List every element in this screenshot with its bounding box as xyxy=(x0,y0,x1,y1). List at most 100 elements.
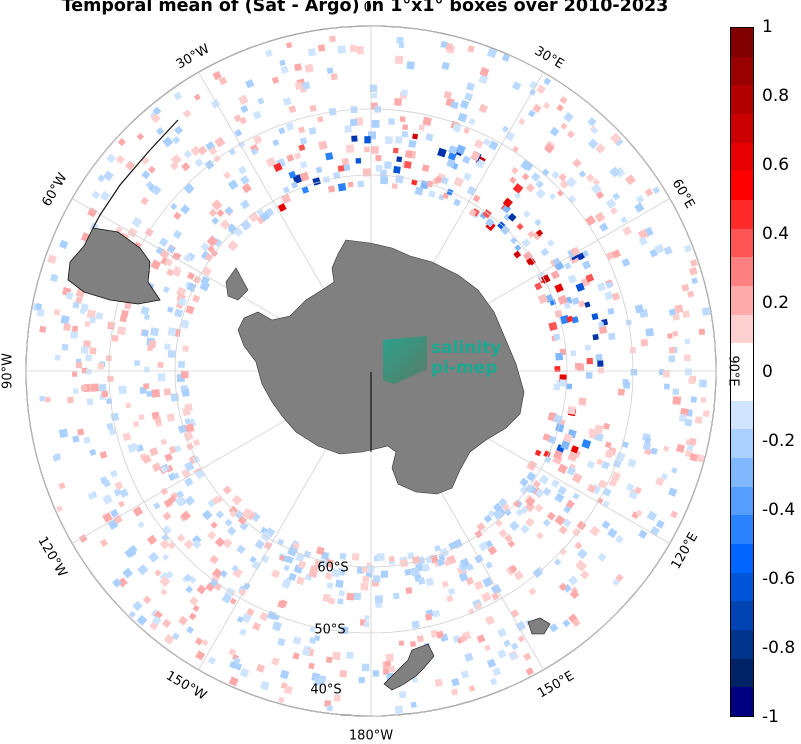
colorbar-segment xyxy=(731,257,753,287)
anomaly-box xyxy=(542,102,551,110)
anomaly-box xyxy=(278,127,286,135)
anomaly-box xyxy=(171,252,180,261)
anomaly-box xyxy=(497,649,507,659)
anomaly-box xyxy=(634,304,644,314)
anomaly-box xyxy=(215,510,225,519)
anomaly-box xyxy=(271,76,280,84)
anomaly-box xyxy=(65,291,74,300)
anomaly-box xyxy=(597,360,604,367)
anomaly-box xyxy=(72,388,79,394)
anomaly-box xyxy=(472,194,481,203)
anomaly-box xyxy=(646,510,658,522)
latitude-label-lat-40s: 40°S xyxy=(310,682,342,698)
anomaly-box xyxy=(569,589,580,600)
anomaly-box xyxy=(267,610,277,621)
anomaly-box xyxy=(627,458,637,468)
anomaly-box xyxy=(349,118,358,127)
anomaly-box xyxy=(650,447,658,455)
anomaly-box xyxy=(396,156,403,163)
anomaly-box xyxy=(326,582,334,589)
anomaly-box xyxy=(595,190,605,200)
anomaly-box xyxy=(488,140,499,151)
anomaly-box xyxy=(576,520,587,531)
anomaly-box xyxy=(548,435,557,445)
anomaly-box xyxy=(655,519,665,529)
colorbar-tick-label: 0.2 xyxy=(762,293,790,313)
anomaly-box xyxy=(384,136,393,145)
antarctica-landmass xyxy=(237,239,525,495)
anomaly-box xyxy=(555,423,565,433)
anomaly-box xyxy=(164,258,174,267)
anomaly-box xyxy=(566,383,573,390)
anomaly-box xyxy=(607,307,615,315)
anomaly-box xyxy=(584,301,591,308)
anomaly-box xyxy=(667,487,678,497)
anomaly-box xyxy=(304,63,314,73)
anomaly-box xyxy=(172,136,181,145)
anomaly-box xyxy=(406,61,415,70)
anomaly-box xyxy=(384,161,392,169)
anomaly-box xyxy=(586,460,596,469)
anomaly-box xyxy=(236,615,244,623)
anomaly-box xyxy=(502,197,513,208)
anomaly-box xyxy=(601,460,610,470)
anomaly-box xyxy=(44,396,51,403)
anomaly-box xyxy=(183,253,192,263)
anomaly-box xyxy=(532,103,542,114)
anomaly-box xyxy=(222,485,232,495)
anomaly-box xyxy=(317,44,326,52)
anomaly-box xyxy=(194,637,203,646)
anomaly-box xyxy=(412,133,419,140)
anomaly-box xyxy=(346,592,355,601)
anomaly-box xyxy=(603,422,610,430)
anomaly-box xyxy=(479,67,490,77)
anomaly-box xyxy=(622,226,632,236)
anomaly-box xyxy=(638,529,648,539)
anomaly-box xyxy=(167,350,176,358)
anomaly-box xyxy=(318,140,328,150)
anomaly-box xyxy=(521,173,530,181)
anomaly-box xyxy=(447,587,456,596)
anomaly-box xyxy=(554,514,566,526)
anomaly-box xyxy=(411,620,420,629)
anomaly-box xyxy=(670,510,678,519)
anomaly-box xyxy=(97,362,105,370)
anomaly-box xyxy=(80,385,87,391)
anomaly-box xyxy=(349,44,358,52)
anomaly-box xyxy=(536,84,546,95)
anomaly-box xyxy=(470,150,481,161)
colorbar-segment xyxy=(731,85,753,115)
anomaly-box xyxy=(558,173,567,182)
anomaly-box xyxy=(419,180,430,190)
anomaly-box xyxy=(301,186,310,194)
anomaly-box xyxy=(325,656,333,664)
anomaly-box xyxy=(562,433,573,444)
anomaly-box xyxy=(125,160,136,171)
anomaly-box xyxy=(175,490,185,499)
anomaly-box xyxy=(273,162,283,173)
anomaly-box xyxy=(535,488,545,498)
anomaly-box xyxy=(218,76,228,86)
anomaly-box xyxy=(277,600,286,609)
anomaly-box xyxy=(530,172,541,182)
anomaly-box xyxy=(528,80,538,90)
anomaly-box xyxy=(605,281,613,289)
anomaly-box xyxy=(525,183,536,193)
anomaly-box xyxy=(341,158,349,166)
anomaly-box xyxy=(234,129,243,137)
anomaly-box xyxy=(391,183,398,190)
anomaly-box xyxy=(186,626,194,634)
anomaly-box xyxy=(362,168,371,177)
anomaly-box xyxy=(574,541,583,550)
anomaly-box xyxy=(445,42,453,51)
anomaly-box xyxy=(302,81,311,90)
anomaly-box xyxy=(410,566,420,577)
anomaly-box xyxy=(568,575,579,586)
anomaly-box xyxy=(173,308,184,318)
anomaly-box xyxy=(585,273,595,283)
anomaly-box xyxy=(224,518,233,527)
anomaly-box xyxy=(588,431,597,440)
anomaly-box xyxy=(206,235,218,247)
anomaly-box xyxy=(571,618,581,628)
anomaly-box xyxy=(515,508,524,517)
